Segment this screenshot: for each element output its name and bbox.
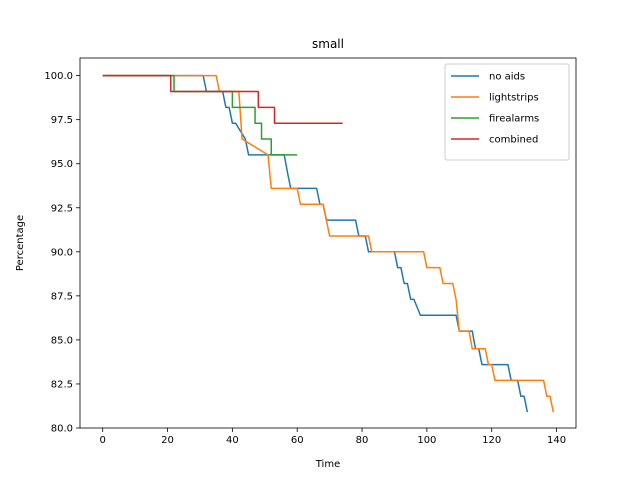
y-tick-label: 95.0: [51, 159, 73, 170]
legend: no aids lightstrips firealarms combined: [444, 63, 570, 161]
x-axis-label: Time: [315, 459, 340, 470]
legend-label-lightstrips: lightstrips: [489, 93, 539, 104]
x-tick-label: 0: [100, 435, 106, 446]
legend-label-no-aids: no aids: [489, 72, 525, 83]
legend-label-firealarms: firealarms: [489, 114, 539, 125]
axes-frame: [79, 57, 577, 429]
y-tick-label: 92.5: [51, 203, 73, 214]
x-axis: 0 20 40 60 80 100 120 140: [100, 428, 566, 446]
legend-label-combined: combined: [489, 135, 538, 146]
y-tick-label: 80.0: [51, 424, 73, 435]
series-line-combined: [102, 74, 343, 124]
legend-box: [444, 63, 570, 161]
y-tick-label: 97.5: [51, 115, 73, 126]
y-tick-label: 100.0: [44, 71, 73, 82]
y-tick-label: 82.5: [51, 379, 73, 390]
y-tick-label: 90.0: [51, 247, 73, 258]
x-tick-label: 40: [226, 435, 239, 446]
chart-title: small: [312, 37, 344, 51]
y-tick-label: 85.0: [51, 335, 73, 346]
x-tick-label: 20: [161, 435, 174, 446]
y-axis: 80.0 82.5 85.0 87.5 90.0 92.5 95.0 97.5 100.0: [44, 71, 80, 435]
x-tick-label: 140: [547, 435, 566, 446]
x-tick-label: 60: [291, 435, 304, 446]
y-tick-label: 87.5: [51, 291, 73, 302]
x-tick-label: 80: [356, 435, 369, 446]
plot-area: [102, 74, 555, 413]
series-line-lightstrips: [102, 74, 555, 413]
y-axis-label: Percentage: [15, 215, 26, 271]
series-line-firealarms: [102, 74, 298, 156]
x-tick-label: 100: [417, 435, 436, 446]
x-tick-label: 120: [482, 435, 501, 446]
series-line-no-aids: [102, 74, 529, 413]
